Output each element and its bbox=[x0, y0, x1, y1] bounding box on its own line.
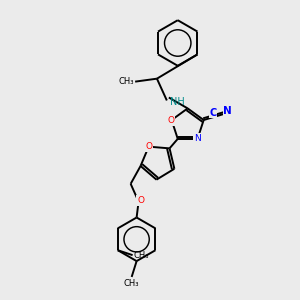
Text: CH₃: CH₃ bbox=[134, 251, 149, 260]
Text: N: N bbox=[194, 134, 201, 143]
Text: O: O bbox=[167, 116, 174, 124]
Text: N: N bbox=[223, 106, 232, 116]
Text: CH₃: CH₃ bbox=[118, 77, 134, 86]
Text: CH₃: CH₃ bbox=[124, 279, 140, 288]
Text: O: O bbox=[145, 142, 152, 151]
Text: O: O bbox=[137, 196, 144, 205]
Text: C: C bbox=[209, 108, 217, 118]
Text: NH: NH bbox=[170, 98, 184, 107]
